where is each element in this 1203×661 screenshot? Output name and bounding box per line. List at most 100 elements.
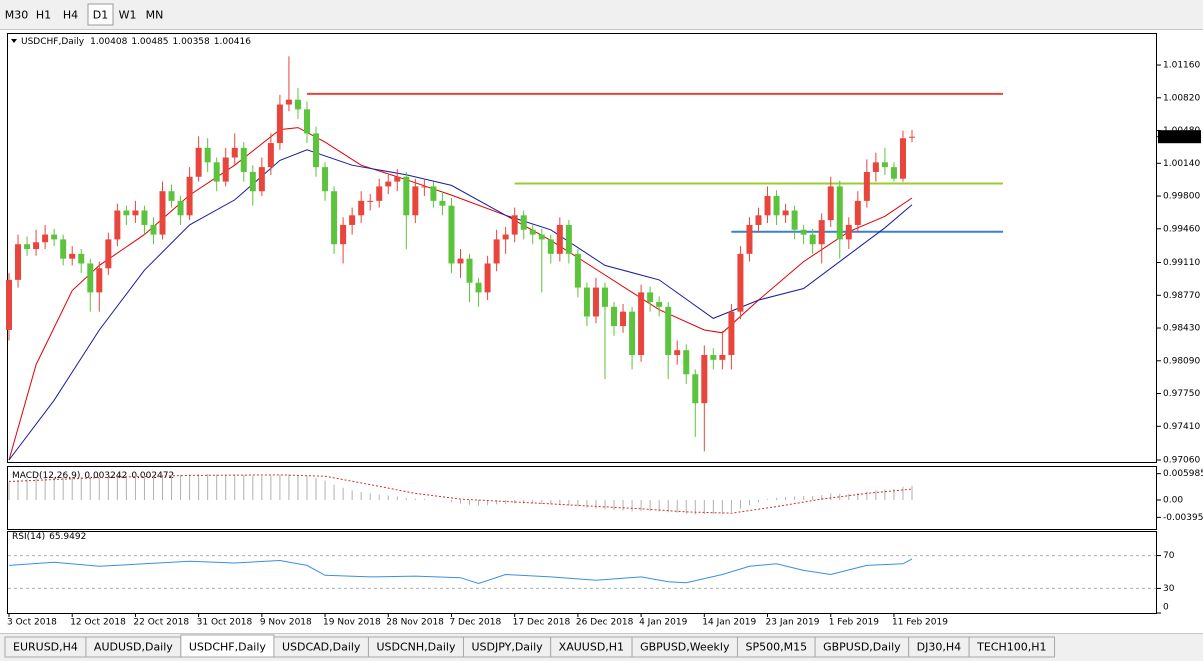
y-tick-label: 1.00820 <box>1163 93 1200 103</box>
rsi-frame <box>7 531 1157 614</box>
button-face <box>31 4 56 25</box>
y-tick-label: 1.00140 <box>1163 159 1200 169</box>
button-label: D1 <box>93 9 108 22</box>
macd-frame <box>7 466 1157 530</box>
x-tick-label: 31 Oct 2018 <box>197 618 253 628</box>
candle-body <box>466 258 473 283</box>
y-tick-label: 1.01160 <box>1163 61 1200 71</box>
candle-body <box>782 210 789 216</box>
candle-body <box>168 191 175 201</box>
candle-body <box>15 244 22 280</box>
timeframe-button[interactable]: H4 <box>58 4 83 25</box>
x-tick-label: 11 Feb 2019 <box>892 618 948 628</box>
candle-body <box>538 234 545 240</box>
chart-tab[interactable]: XAUUSD,H1 <box>550 636 633 658</box>
candle-body <box>358 200 365 216</box>
candle-body <box>294 99 301 110</box>
candle-body <box>818 220 825 245</box>
chart-tab[interactable]: DJ30,H4 <box>908 636 970 658</box>
candle-body <box>592 287 599 317</box>
button-label: MN <box>146 9 164 22</box>
timeframe-button[interactable]: W1 <box>115 4 140 25</box>
candle-body <box>493 239 500 264</box>
candle-body <box>701 355 708 404</box>
candle-body <box>123 210 130 216</box>
signal-value: 0.002472 <box>131 471 174 481</box>
x-tick-label: 19 Nov 2018 <box>323 618 381 628</box>
candle-body <box>448 205 455 264</box>
candle-body <box>331 191 338 245</box>
rsi-line <box>8 558 913 585</box>
candle-body <box>773 196 780 216</box>
candle-body <box>899 138 906 179</box>
timeframe-button[interactable]: D1 <box>87 3 114 26</box>
candle-body <box>475 282 482 293</box>
chart-tab[interactable]: USDCAD,Daily <box>273 636 369 658</box>
x-tick-label: 14 Jan 2019 <box>702 618 756 628</box>
button-label: W1 <box>119 9 137 22</box>
candle-body <box>611 306 618 327</box>
tab-label: EURUSD,H4 <box>13 641 78 654</box>
macd-header: MACD(12,26,9) 0.003242 0.002472 <box>12 471 174 481</box>
timeframe-button[interactable]: MN <box>142 4 167 25</box>
button-face <box>4 4 29 25</box>
candle-body <box>638 292 645 356</box>
chart-tab[interactable]: USDCNH,Daily <box>367 636 464 658</box>
chart-tab[interactable]: EURUSD,H4 <box>4 636 87 658</box>
y-tick-label: 0.97410 <box>1163 422 1200 432</box>
candle-body <box>6 279 12 330</box>
candle-body <box>620 311 627 327</box>
y-tick-label: 0.99460 <box>1163 224 1200 234</box>
chart-tab[interactable]: USDCHF,Daily <box>180 634 275 658</box>
candle-body <box>809 234 816 245</box>
moving-average <box>8 149 913 461</box>
candle-body <box>51 234 58 240</box>
candle-body <box>276 104 283 144</box>
chart-tab[interactable]: SP500,M15 <box>736 636 816 658</box>
candle-body <box>285 99 292 105</box>
candle-body <box>484 263 491 293</box>
candle-body <box>909 136 915 138</box>
chart-tab[interactable]: USDJPY,Daily <box>462 636 552 658</box>
candle-body <box>195 147 202 177</box>
timeframe-button[interactable]: H1 <box>31 4 56 25</box>
candle-body <box>231 147 238 158</box>
x-tick-label: 23 Jan 2019 <box>766 618 820 628</box>
chart-header: USDCHF,Daily 1.00408 1.00485 1.00358 1.00416 <box>21 37 251 47</box>
button-label: H1 <box>36 9 51 22</box>
candle-body <box>340 224 347 245</box>
y-tick-label: -0.003954 <box>1163 513 1203 523</box>
chart-tab[interactable]: GBPUSD,Weekly <box>631 636 738 658</box>
chart-tab[interactable]: AUDUSD,Daily <box>85 636 182 658</box>
candle-body <box>412 186 419 216</box>
chart-tab[interactable]: GBPUSD,Daily <box>814 636 910 658</box>
candle-body <box>114 210 121 240</box>
x-tick-label: 12 Oct 2018 <box>70 618 126 628</box>
rsi-title: RSI(14) <box>12 532 45 542</box>
candle-body <box>683 350 690 375</box>
candle-body <box>394 176 401 182</box>
tab-label: USDCHF,Daily <box>189 641 267 654</box>
candle-body <box>204 147 211 163</box>
y-tick-label: 0.99800 <box>1163 192 1200 202</box>
last-price-box <box>1158 130 1201 144</box>
last-price-label: 1.00416 <box>1163 132 1200 142</box>
candle-body <box>854 200 861 225</box>
candle-body <box>845 224 852 240</box>
tab-label: GBPUSD,Daily <box>823 641 901 654</box>
x-tick-label: 3 Oct 2018 <box>7 618 57 628</box>
button-face <box>142 4 167 25</box>
candle-body <box>502 234 509 240</box>
chart-tab[interactable]: TECH100,H1 <box>968 636 1056 658</box>
tab-label: USDCAD,Daily <box>282 641 361 654</box>
candle-body <box>159 191 166 235</box>
y-tick-label: 0.00 <box>1163 495 1183 505</box>
tab-label: USDCNH,Daily <box>376 641 456 654</box>
candle-body <box>692 374 699 404</box>
timeframe-button[interactable]: M30 <box>4 4 29 25</box>
candle-body <box>213 162 220 182</box>
main-frame <box>7 33 1157 463</box>
x-tick-label: 17 Dec 2018 <box>513 618 571 628</box>
